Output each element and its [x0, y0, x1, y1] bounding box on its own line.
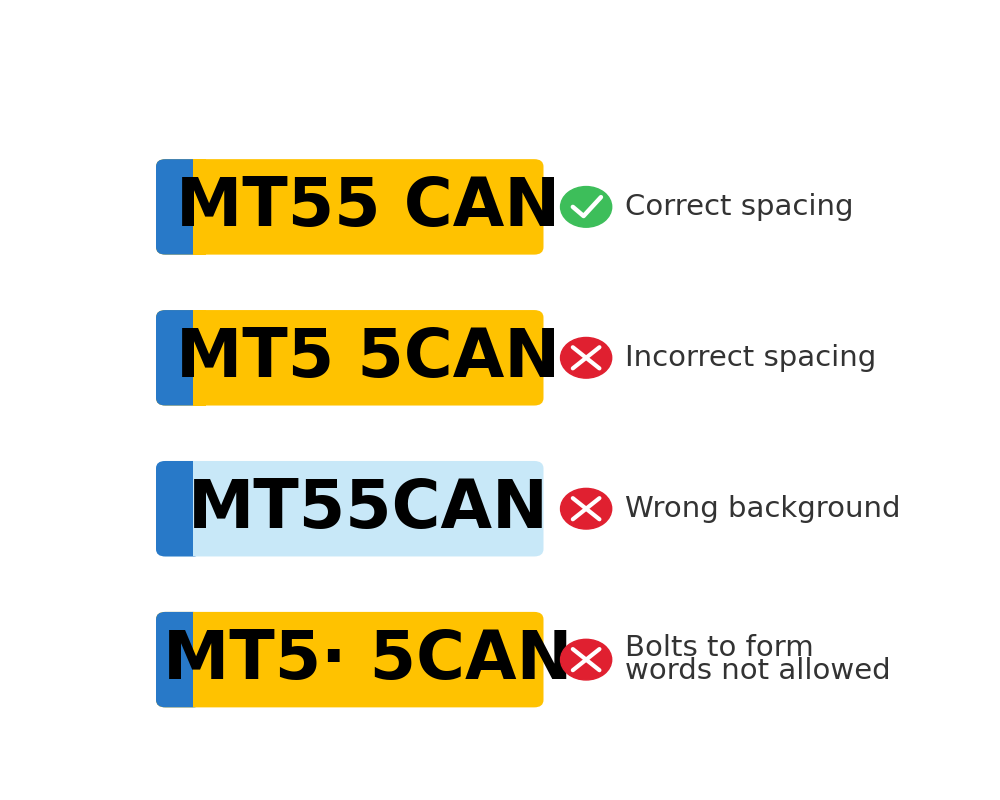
Text: Correct spacing: Correct spacing [625, 193, 853, 221]
Text: Incorrect spacing: Incorrect spacing [625, 344, 876, 372]
FancyBboxPatch shape [156, 612, 202, 707]
Circle shape [561, 488, 612, 529]
Text: MT5· 5CAN: MT5· 5CAN [163, 626, 573, 693]
Bar [193, 310, 206, 406]
Text: Bolts to form: Bolts to form [625, 634, 814, 662]
Text: MT55 CAN: MT55 CAN [176, 174, 560, 240]
FancyBboxPatch shape [156, 159, 202, 254]
FancyBboxPatch shape [156, 461, 544, 557]
Circle shape [561, 186, 612, 227]
FancyBboxPatch shape [156, 310, 202, 406]
FancyBboxPatch shape [156, 310, 544, 406]
Text: MT55CAN: MT55CAN [188, 476, 549, 542]
Bar [193, 612, 206, 707]
FancyBboxPatch shape [156, 159, 544, 254]
Circle shape [561, 639, 612, 680]
Circle shape [561, 338, 612, 378]
Bar [193, 159, 206, 254]
FancyBboxPatch shape [156, 461, 202, 557]
Text: MT5 5CAN: MT5 5CAN [176, 325, 560, 391]
FancyBboxPatch shape [156, 612, 544, 707]
Text: Wrong background: Wrong background [625, 494, 900, 522]
Text: words not allowed: words not allowed [625, 658, 891, 686]
Bar [193, 461, 206, 557]
